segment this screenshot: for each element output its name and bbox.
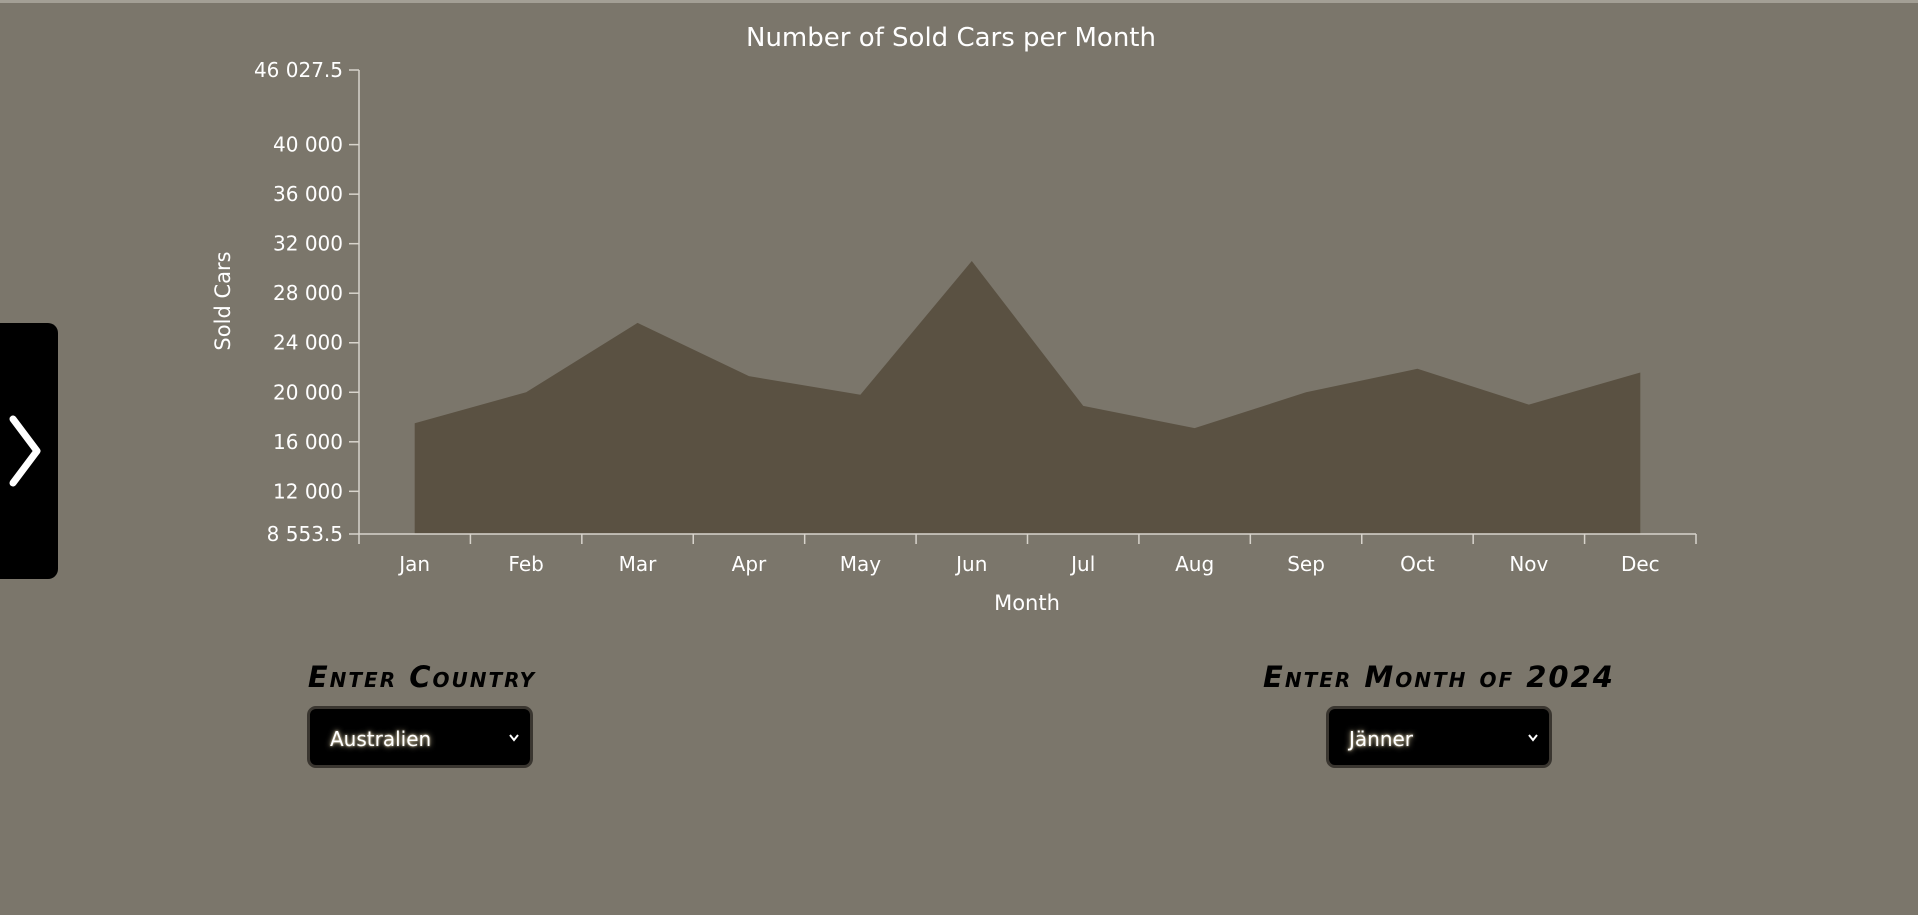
sold-cars-chart: Number of Sold Cars per Month 8 553.5 12 … <box>211 23 1697 615</box>
sold-cars-area-series <box>414 261 1641 534</box>
x-tick-label-may: May <box>840 552 882 576</box>
country-select-value: Australien <box>330 727 432 751</box>
x-tick-label-dec: Dec <box>1621 552 1660 576</box>
month-select[interactable]: Jänner <box>1326 706 1552 768</box>
sidebar-toggle-button[interactable] <box>0 323 58 579</box>
x-tick-label-oct: Oct <box>1400 552 1435 576</box>
x-tick-label-apr: Apr <box>732 552 767 576</box>
month-control-title: Enter Month of 2024 <box>1263 660 1615 694</box>
chevron-down-icon <box>509 734 519 742</box>
top-border <box>0 0 1918 3</box>
chart-title: Number of Sold Cars per Month <box>746 23 1156 53</box>
y-axis: 8 553.5 12 000 16 000 20 000 24 000 28 000 32 … <box>254 58 360 546</box>
country-select[interactable]: Australien <box>307 706 533 768</box>
y-tick-label: 24 000 <box>273 331 343 355</box>
x-tick-label-aug: Aug <box>1175 552 1214 576</box>
y-tick-label: 36 000 <box>273 182 343 206</box>
x-tick-label-nov: Nov <box>1509 552 1548 576</box>
x-tick-label-jun: Jun <box>954 552 987 576</box>
chevron-down-icon <box>1528 734 1538 742</box>
y-tick-label: 46 027.5 <box>254 58 343 82</box>
x-axis: Jan Feb Mar Apr May Jun Jul Aug Sep Oct Nov Dec <box>358 533 1697 576</box>
y-tick-label: 40 000 <box>273 133 343 157</box>
y-tick-label: 28 000 <box>273 281 343 305</box>
y-tick-label: 32 000 <box>273 232 343 256</box>
x-tick-label-jan: Jan <box>397 552 430 576</box>
y-tick-label: 12 000 <box>273 479 343 503</box>
y-tick-label: 16 000 <box>273 430 343 454</box>
x-tick-label-sep: Sep <box>1287 552 1325 576</box>
x-tick-label-jul: Jul <box>1069 552 1095 576</box>
x-axis-label: Month <box>994 591 1060 615</box>
month-select-value: Jänner <box>1349 727 1414 751</box>
y-tick-label: 20 000 <box>273 380 343 404</box>
country-control-title: Enter Country <box>307 660 537 694</box>
y-tick-label: 8 553.5 <box>267 522 343 546</box>
x-tick-label-feb: Feb <box>508 552 543 576</box>
x-tick-label-mar: Mar <box>619 552 658 576</box>
chevron-right-icon <box>9 415 41 487</box>
y-axis-label: Sold Cars <box>211 251 235 350</box>
